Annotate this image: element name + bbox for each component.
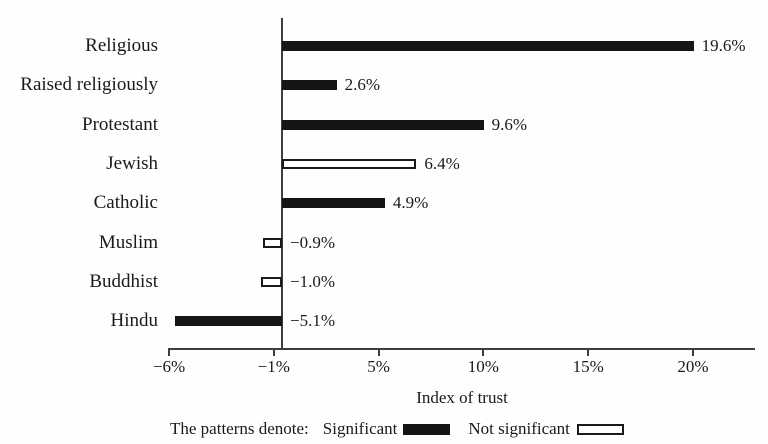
category-label: Buddhist bbox=[89, 270, 158, 292]
y-axis-line bbox=[281, 18, 283, 348]
bar-not-significant bbox=[282, 158, 417, 169]
category-label: Catholic bbox=[93, 192, 158, 214]
x-tick-label: −6% bbox=[152, 357, 186, 376]
category-label: Religious bbox=[85, 35, 158, 56]
x-tick-label: 20% bbox=[677, 357, 709, 376]
x-tick-label: 10% bbox=[467, 357, 499, 376]
x-tick-mark bbox=[587, 348, 590, 356]
category-label: Protestant bbox=[82, 113, 158, 135]
bar-not-significant bbox=[261, 276, 282, 287]
bar-significant bbox=[282, 80, 337, 91]
bar-significant bbox=[282, 198, 385, 209]
category-label: Hindu bbox=[110, 310, 159, 332]
value-label: 9.6% bbox=[491, 114, 528, 134]
value-label: 2.6% bbox=[344, 75, 381, 95]
x-tick-mark bbox=[482, 348, 485, 356]
bar-not-significant bbox=[263, 237, 282, 248]
legend-significant-swatch bbox=[403, 423, 451, 435]
legend-not-significant-swatch bbox=[576, 423, 624, 435]
value-label: 19.6% bbox=[701, 36, 746, 55]
x-tick-mark bbox=[377, 348, 380, 356]
x-tick-mark bbox=[168, 348, 170, 356]
x-tick-mark bbox=[692, 348, 694, 356]
legend-intro-text: The patterns denote: bbox=[170, 419, 309, 438]
bar-significant bbox=[282, 41, 694, 51]
x-axis-title: Index of trust bbox=[416, 388, 508, 407]
value-label: −0.9% bbox=[290, 232, 335, 252]
category-label: Muslim bbox=[98, 231, 158, 253]
value-label: −1.0% bbox=[290, 271, 335, 291]
legend: The patterns denote: Significant Not sig… bbox=[170, 419, 624, 439]
legend-not-significant-label: Not significant bbox=[468, 419, 570, 438]
bar-significant bbox=[282, 119, 484, 130]
x-axis-line bbox=[169, 348, 755, 350]
category-label: Raised religiously bbox=[20, 74, 158, 96]
category-label: Jewish bbox=[106, 152, 158, 174]
value-label: −5.1% bbox=[290, 311, 335, 331]
bar-significant bbox=[174, 316, 282, 327]
value-label: 4.9% bbox=[392, 193, 429, 213]
x-tick-label: 15% bbox=[572, 357, 604, 376]
legend-significant-label: Significant bbox=[322, 419, 398, 438]
x-tick-mark bbox=[272, 348, 275, 356]
x-tick-label: −1% bbox=[257, 357, 290, 376]
value-label: 6.4% bbox=[424, 153, 460, 173]
x-tick-label: 5% bbox=[367, 357, 390, 376]
